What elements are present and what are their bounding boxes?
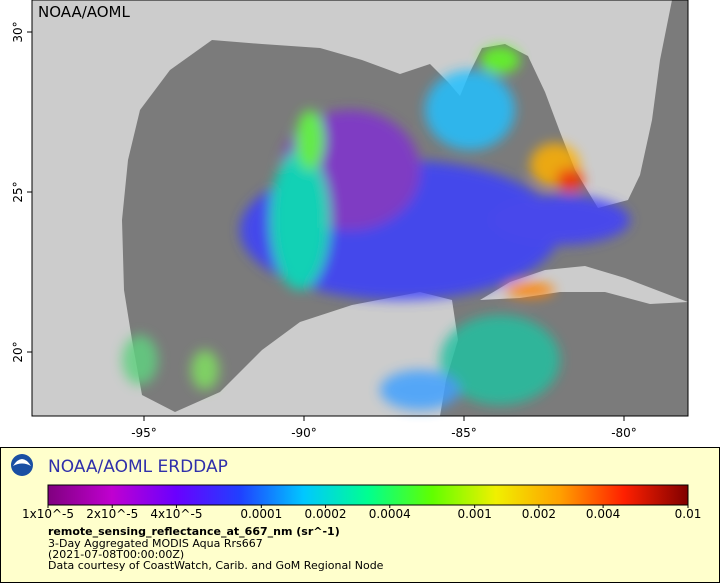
axes: -95° -90° -85° -80° 20° 25° 30° xyxy=(11,21,637,440)
data-patch xyxy=(425,70,515,150)
colorbar-tick-label: 1x10^-5 xyxy=(22,507,74,521)
map-frame xyxy=(31,0,689,417)
legend-line: Data courtesy of CoastWatch, Carib. and … xyxy=(48,559,384,572)
logo-bird xyxy=(13,459,31,466)
chlorophyll-texture xyxy=(122,46,630,410)
variable-name: remote_sensing_reflectance_at_667_nm (sr… xyxy=(48,525,340,538)
colorbar-tick-label: 0.004 xyxy=(586,507,620,521)
x-tick-label: -80° xyxy=(611,426,637,440)
data-patch xyxy=(122,335,158,385)
legend-line: (2021-07-08T00:00:00Z) xyxy=(48,548,184,561)
x-tick-label: -90° xyxy=(291,426,317,440)
noaa-logo xyxy=(11,454,33,476)
data-patch xyxy=(440,315,560,405)
legend-line: 3-Day Aggregated MODIS Aqua Rrs667 xyxy=(48,537,263,550)
colorbar-tick-label: 0.002 xyxy=(522,507,556,521)
colorbar-tick-label: 0.0002 xyxy=(305,507,347,521)
colorbar-tick-label: 0.0001 xyxy=(240,507,282,521)
data-patch xyxy=(270,150,330,290)
x-tick-label: -95° xyxy=(131,426,157,440)
colorbar-scale xyxy=(47,484,689,506)
legend-lines: 3-Day Aggregated MODIS Aqua Rrs667(2021-… xyxy=(48,537,384,572)
data-patch xyxy=(505,282,555,298)
data-patch xyxy=(380,370,460,410)
y-tick-label: 20° xyxy=(11,341,25,362)
y-tick-label: 25° xyxy=(11,181,25,202)
colorbar-tick-label: 2x10^-5 xyxy=(86,507,138,521)
colorbar-tick-label: 0.0004 xyxy=(369,507,411,521)
legend-panel xyxy=(0,447,720,583)
colorbar-tick-label: 0.01 xyxy=(675,507,702,521)
x-tick-label: -85° xyxy=(451,426,477,440)
map-title: NOAA/AOML xyxy=(38,3,131,21)
colorbar-tick-label: 0.001 xyxy=(457,507,491,521)
colorbar: 1x10^-5 2x10^-5 4x10^-5 0.0001 0.0002 0.0004 0… xyxy=(22,484,702,521)
y-tick-label: 30° xyxy=(11,21,25,42)
map: NOAA/AOML xyxy=(31,0,689,417)
brand: NOAA/AOML ERDDAP xyxy=(48,457,228,477)
data-patch xyxy=(296,110,324,170)
data-patch xyxy=(556,168,584,192)
logo-circle xyxy=(11,454,33,476)
data-patch xyxy=(480,46,520,74)
data-patch xyxy=(490,195,630,245)
colorbar-tick-label: 4x10^-5 xyxy=(150,507,202,521)
data-patch xyxy=(191,350,219,390)
